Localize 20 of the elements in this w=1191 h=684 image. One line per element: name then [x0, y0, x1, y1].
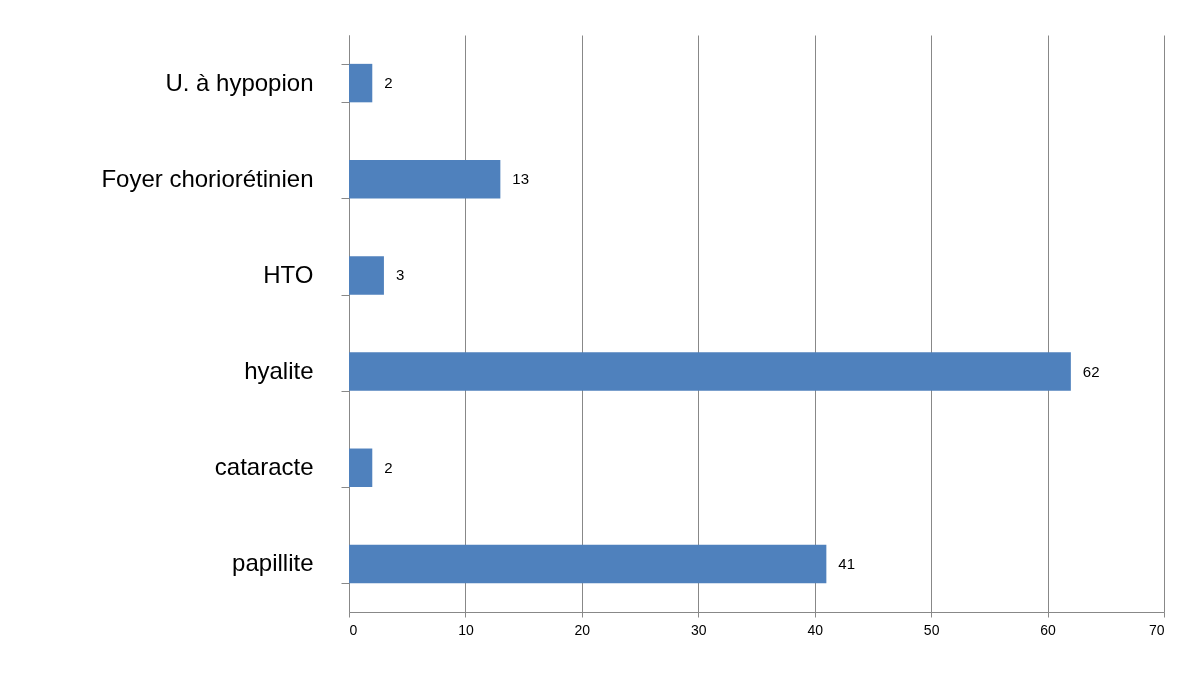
data-label: 41: [838, 554, 856, 572]
y-tick-label: papillite: [232, 549, 314, 577]
x-tick-label: 60: [1040, 621, 1057, 638]
x-tick-label: 50: [923, 621, 940, 638]
data-label: 13: [512, 170, 530, 188]
x-tick-label: 10: [458, 621, 474, 638]
y-tick-label: Foyer choriorétinien: [101, 164, 314, 192]
y-tick-label: HTO: [263, 260, 314, 288]
x-tick-label: 20: [574, 621, 591, 638]
x-tick-label: 40: [807, 621, 824, 638]
data-label: 3: [395, 266, 405, 284]
data-label: 2: [384, 458, 393, 476]
y-tick-label: cataracte: [214, 453, 314, 481]
x-tick-label: 70: [1148, 621, 1165, 638]
x-tick-label: 0: [349, 621, 358, 638]
data-label: 2: [384, 74, 393, 92]
x-tick-label: 30: [691, 621, 707, 638]
y-tick-label: hyalite: [244, 357, 314, 385]
y-tick-label: U. à hypopion: [165, 68, 314, 96]
data-label: 62: [1082, 362, 1100, 380]
